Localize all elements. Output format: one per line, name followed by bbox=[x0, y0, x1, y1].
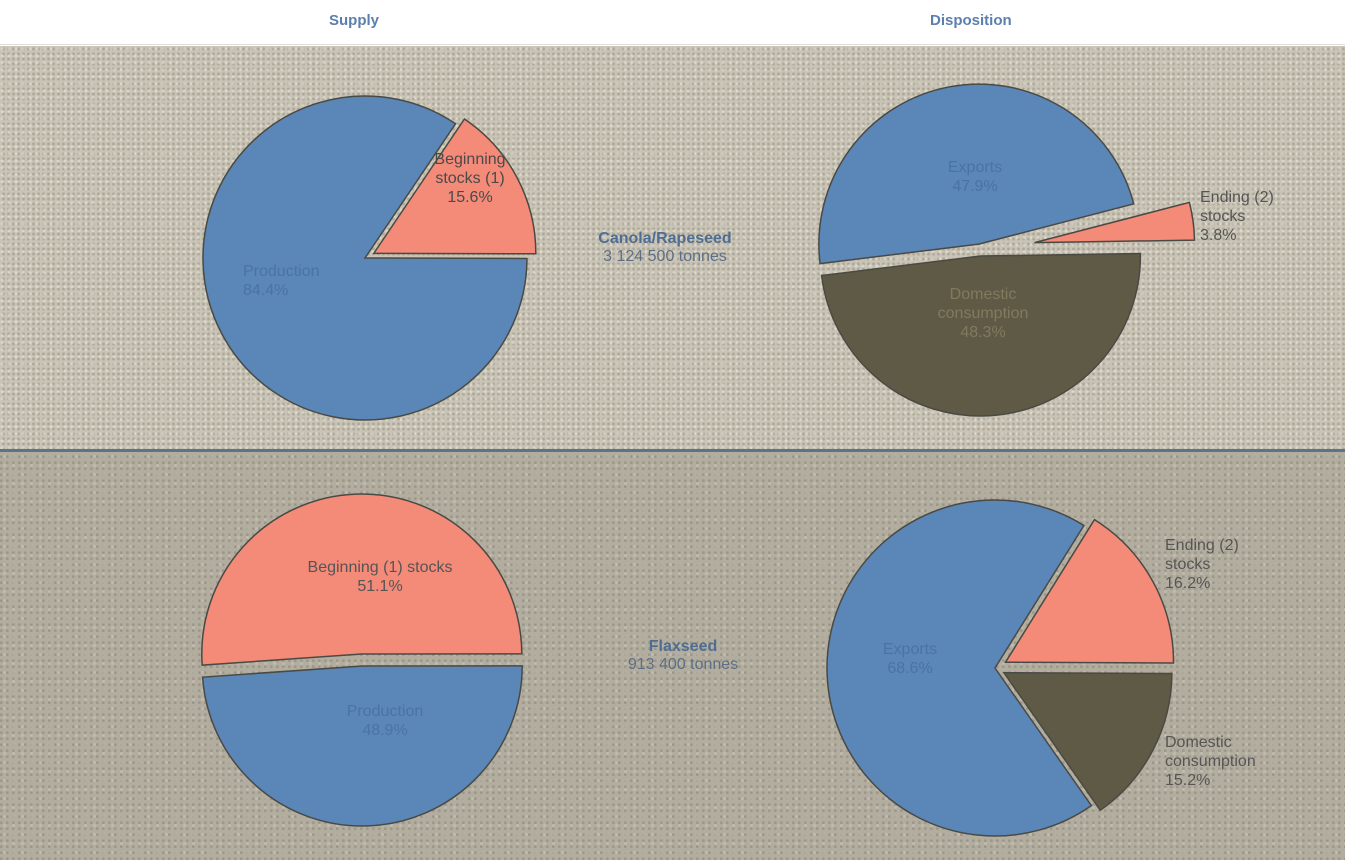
slice-label: Production 84.4% bbox=[243, 262, 363, 300]
slice-value: 48.9% bbox=[362, 722, 408, 739]
slice-label: Ending (2) stocks 16.2% bbox=[1165, 536, 1275, 593]
slice-label: Domestic consumption 48.3% bbox=[913, 285, 1053, 342]
header-rule bbox=[0, 44, 1345, 45]
slice-value: 84.4% bbox=[243, 282, 289, 299]
pie-slice bbox=[202, 95, 528, 421]
pie-slice bbox=[820, 252, 1142, 417]
slice-label: Domestic consumption 15.2% bbox=[1165, 733, 1295, 790]
slice-category: Ending (2) stocks bbox=[1165, 537, 1239, 573]
supply-header: Supply bbox=[329, 12, 380, 29]
slice-label: Beginning stocks (1) 15.6% bbox=[410, 150, 530, 207]
pie-slice bbox=[826, 499, 1093, 837]
pie-slice bbox=[201, 493, 523, 666]
slice-value: 48.3% bbox=[960, 324, 1006, 341]
slice-category: Beginning (1) stocks bbox=[307, 559, 453, 576]
slice-label: Beginning (1) stocks 51.1% bbox=[305, 558, 455, 596]
slice-label: Exports 68.6% bbox=[860, 640, 960, 678]
pie-slice bbox=[372, 117, 537, 255]
pie-slice bbox=[201, 665, 523, 827]
slice-value: 16.2% bbox=[1165, 575, 1211, 592]
crop-name: Canola/Rapeseed bbox=[598, 230, 732, 247]
divider bbox=[0, 449, 1345, 452]
crop-name: Flaxseed bbox=[648, 638, 718, 655]
crop-label: Canola/Rapeseed 3 124 500 tonnes bbox=[598, 230, 731, 266]
slice-category: Beginning stocks (1) bbox=[434, 151, 506, 187]
crop-label: Flaxseed 913 400 tonnes bbox=[628, 638, 738, 674]
slice-value: 15.2% bbox=[1165, 772, 1211, 789]
pie-slice bbox=[1034, 201, 1196, 244]
slice-category: Production bbox=[346, 703, 424, 720]
crop-total: 913 400 tonnes bbox=[627, 656, 739, 673]
slice-category: Exports bbox=[882, 641, 938, 658]
slice-category: Ending (2) stocks bbox=[1200, 189, 1274, 225]
pie-slice bbox=[1004, 518, 1175, 664]
slice-label: Exports 47.9% bbox=[915, 158, 1035, 196]
slice-value: 47.9% bbox=[952, 178, 998, 195]
slice-category: Domestic consumption bbox=[1165, 734, 1256, 770]
disposition-header: Disposition bbox=[930, 12, 1012, 29]
slice-category: Production bbox=[243, 263, 320, 280]
slice-value: 3.8% bbox=[1200, 227, 1237, 244]
slice-category: Exports bbox=[947, 159, 1003, 176]
slice-value: 15.6% bbox=[447, 189, 493, 206]
pie-slice bbox=[1002, 671, 1173, 812]
slice-value: 68.6% bbox=[887, 660, 933, 677]
pie-slice bbox=[818, 83, 1135, 265]
slice-category: Domestic consumption bbox=[937, 286, 1029, 322]
crop-total: 3 124 500 tonnes bbox=[603, 248, 727, 265]
slice-label: Production 48.9% bbox=[325, 702, 445, 740]
slice-value: 51.1% bbox=[357, 578, 403, 595]
slice-label: Ending (2) stocks 3.8% bbox=[1200, 188, 1310, 245]
